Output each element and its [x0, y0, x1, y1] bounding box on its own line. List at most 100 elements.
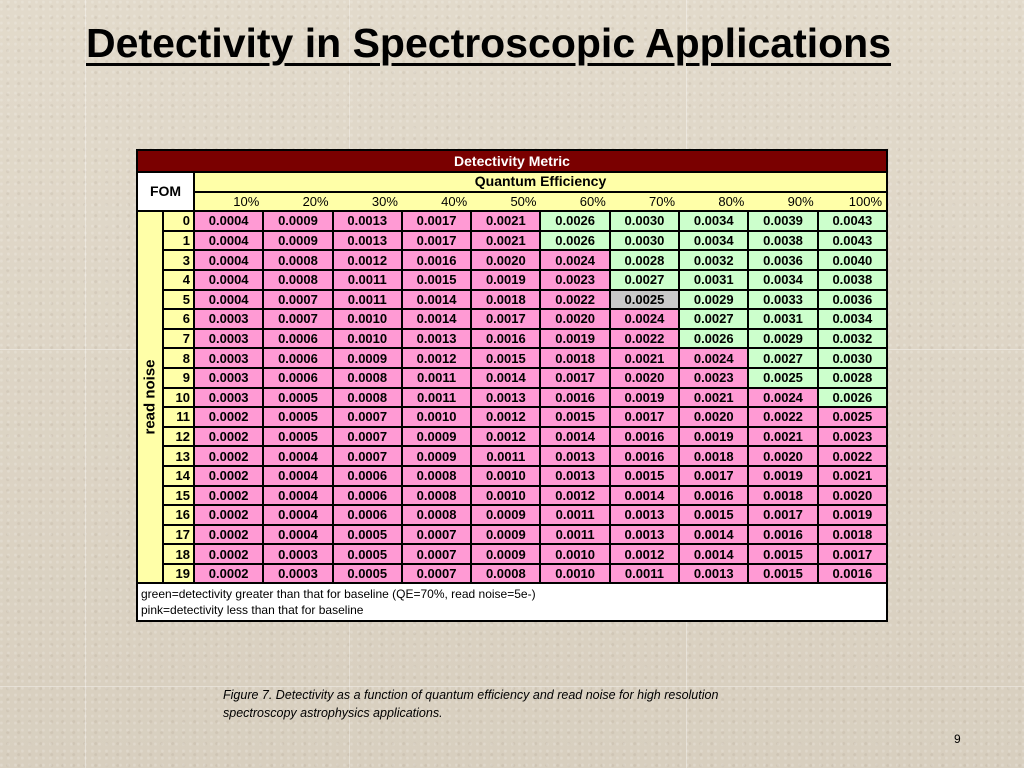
detectivity-cell: 0.0003 — [192, 308, 265, 330]
detectivity-cell: 0.0003 — [192, 366, 265, 389]
detectivity-cell: 0.0008 — [262, 249, 334, 271]
detectivity-cell: 0.0019 — [678, 425, 750, 448]
detectivity-cell: 0.0003 — [262, 562, 334, 585]
detectivity-cell: 0.0004 — [262, 464, 334, 487]
detectivity-cell: 0.0020 — [747, 445, 819, 467]
read-noise-value: 16 — [162, 504, 195, 526]
detectivity-cell: 0.0011 — [539, 504, 611, 526]
detectivity-cell: 0.0036 — [747, 249, 819, 271]
detectivity-cell: 0.0006 — [262, 327, 334, 350]
detectivity-cell: 0.0015 — [470, 347, 542, 369]
color-legend: green=detectivity greater than that for … — [136, 582, 888, 623]
detectivity-cell: 0.0034 — [747, 268, 819, 291]
detectivity-cell: 0.0008 — [262, 268, 334, 291]
detectivity-cell: 0.0017 — [747, 504, 819, 526]
detectivity-cell: 0.0034 — [816, 308, 889, 330]
detectivity-cell: 0.0018 — [678, 445, 750, 467]
read-noise-value: 11 — [162, 406, 195, 428]
figure-caption: Figure 7. Detectivity as a function of q… — [223, 688, 719, 720]
detectivity-cell: 0.0020 — [608, 366, 681, 389]
detectivity-cell: 0.0021 — [470, 210, 542, 232]
detectivity-cell: 0.0002 — [192, 464, 265, 487]
detectivity-cell: 0.0022 — [608, 327, 681, 350]
detectivity-cell: 0.0002 — [192, 425, 265, 448]
detectivity-cell: 0.0002 — [192, 562, 265, 585]
detectivity-cell: 0.0028 — [816, 366, 889, 389]
quantum-efficiency-label: Quantum Efficiency — [193, 171, 888, 193]
detectivity-cell: 0.0004 — [192, 229, 265, 252]
detectivity-cell: 0.0005 — [262, 406, 334, 428]
detectivity-cell: 0.0021 — [608, 347, 681, 369]
table-row: 8 0.0003 0.0006 0.0009 0.0012 0.0015 0.0018 0.0… — [137, 347, 889, 369]
detectivity-cell: 0.0003 — [192, 386, 265, 409]
detectivity-cell: 0.0003 — [192, 347, 265, 369]
detectivity-cell: 0.0038 — [816, 268, 889, 291]
table-row: 4 0.0004 0.0008 0.0011 0.0015 0.0019 0.0023 0.0… — [137, 268, 889, 291]
detectivity-cell: 0.0016 — [816, 562, 889, 585]
detectivity-cell: 0.0029 — [747, 327, 819, 350]
detectivity-cell: 0.0013 — [608, 504, 681, 526]
detectivity-cell: 0.0013 — [678, 562, 750, 585]
table-row: 16 0.0002 0.0004 0.0006 0.0008 0.0009 0.0011 0.… — [137, 504, 889, 526]
table-row: 6 0.0003 0.0007 0.0010 0.0014 0.0017 0.0020 0.0… — [137, 308, 889, 330]
read-noise-value: 19 — [162, 562, 195, 585]
detectivity-cell: 0.0013 — [608, 523, 681, 546]
read-noise-value: 9 — [162, 366, 195, 389]
read-noise-value: 0 — [162, 210, 195, 232]
detectivity-cell: 0.0040 — [816, 249, 889, 271]
detectivity-cell: 0.0031 — [678, 268, 750, 291]
detectivity-cell: 0.0030 — [816, 347, 889, 369]
read-noise-value: 6 — [162, 308, 195, 330]
detectivity-cell: 0.0012 — [539, 484, 611, 507]
detectivity-cell: 0.0030 — [608, 229, 681, 252]
detectivity-cell: 0.0016 — [678, 484, 750, 507]
read-noise-value: 5 — [162, 288, 195, 311]
detectivity-cell: 0.0019 — [470, 268, 542, 291]
detectivity-cell: 0.0007 — [331, 445, 403, 467]
table-row: 19 0.0002 0.0003 0.0005 0.0007 0.0008 0.0010 0.… — [137, 562, 889, 585]
qe-column-header: 40% — [401, 191, 472, 212]
detectivity-cell: 0.0015 — [678, 504, 750, 526]
detectivity-cell: 0.0032 — [816, 327, 889, 350]
qe-column-header: 20% — [263, 191, 333, 212]
detectivity-cell: 0.0003 — [192, 327, 265, 350]
detectivity-cell: 0.0022 — [816, 445, 889, 467]
detectivity-cell: 0.0020 — [539, 308, 611, 330]
detectivity-cell: 0.0024 — [747, 386, 819, 409]
detectivity-cell: 0.0016 — [470, 327, 542, 350]
detectivity-cell: 0.0021 — [816, 464, 889, 487]
detectivity-cell: 0.0008 — [331, 366, 403, 389]
detectivity-cell: 0.0012 — [400, 347, 473, 369]
detectivity-cell: 0.0043 — [816, 229, 889, 252]
detectivity-cell: 0.0002 — [192, 406, 265, 428]
detectivity-cell: 0.0026 — [816, 386, 889, 409]
detectivity-cell: 0.0025 — [608, 288, 681, 311]
detectivity-cell: 0.0021 — [470, 229, 542, 252]
detectivity-cell: 0.0009 — [331, 347, 403, 369]
detectivity-cell: 0.0034 — [678, 229, 750, 252]
detectivity-cell: 0.0014 — [678, 523, 750, 546]
detectivity-cell: 0.0009 — [400, 445, 473, 467]
detectivity-cell: 0.0007 — [331, 406, 403, 428]
bg-grid-line — [0, 686, 1024, 687]
detectivity-cell: 0.0011 — [400, 366, 473, 389]
detectivity-cell: 0.0015 — [747, 562, 819, 585]
detectivity-cell: 0.0015 — [539, 406, 611, 428]
read-noise-axis: read noise — [136, 210, 164, 585]
table-row: 12 0.0002 0.0005 0.0007 0.0009 0.0012 0.0014 0.… — [137, 425, 889, 448]
detectivity-cell: 0.0016 — [539, 386, 611, 409]
table-row: 5 0.0004 0.0007 0.0011 0.0014 0.0018 0.0022 0.0… — [137, 288, 889, 311]
detectivity-cell: 0.0002 — [192, 484, 265, 507]
detectivity-cell: 0.0026 — [539, 210, 611, 232]
table-row: 14 0.0002 0.0004 0.0006 0.0008 0.0010 0.0013 0.… — [137, 464, 889, 487]
qe-column-header: 90% — [748, 191, 818, 212]
detectivity-cell: 0.0006 — [331, 484, 403, 507]
detectivity-cell: 0.0004 — [192, 210, 265, 232]
detectivity-cell: 0.0020 — [816, 484, 889, 507]
detectivity-cell: 0.0015 — [747, 543, 819, 565]
detectivity-cell: 0.0018 — [470, 288, 542, 311]
detectivity-cell: 0.0017 — [470, 308, 542, 330]
detectivity-cell: 0.0013 — [470, 386, 542, 409]
qe-column-header: 70% — [609, 191, 680, 212]
detectivity-cell: 0.0004 — [262, 523, 334, 546]
